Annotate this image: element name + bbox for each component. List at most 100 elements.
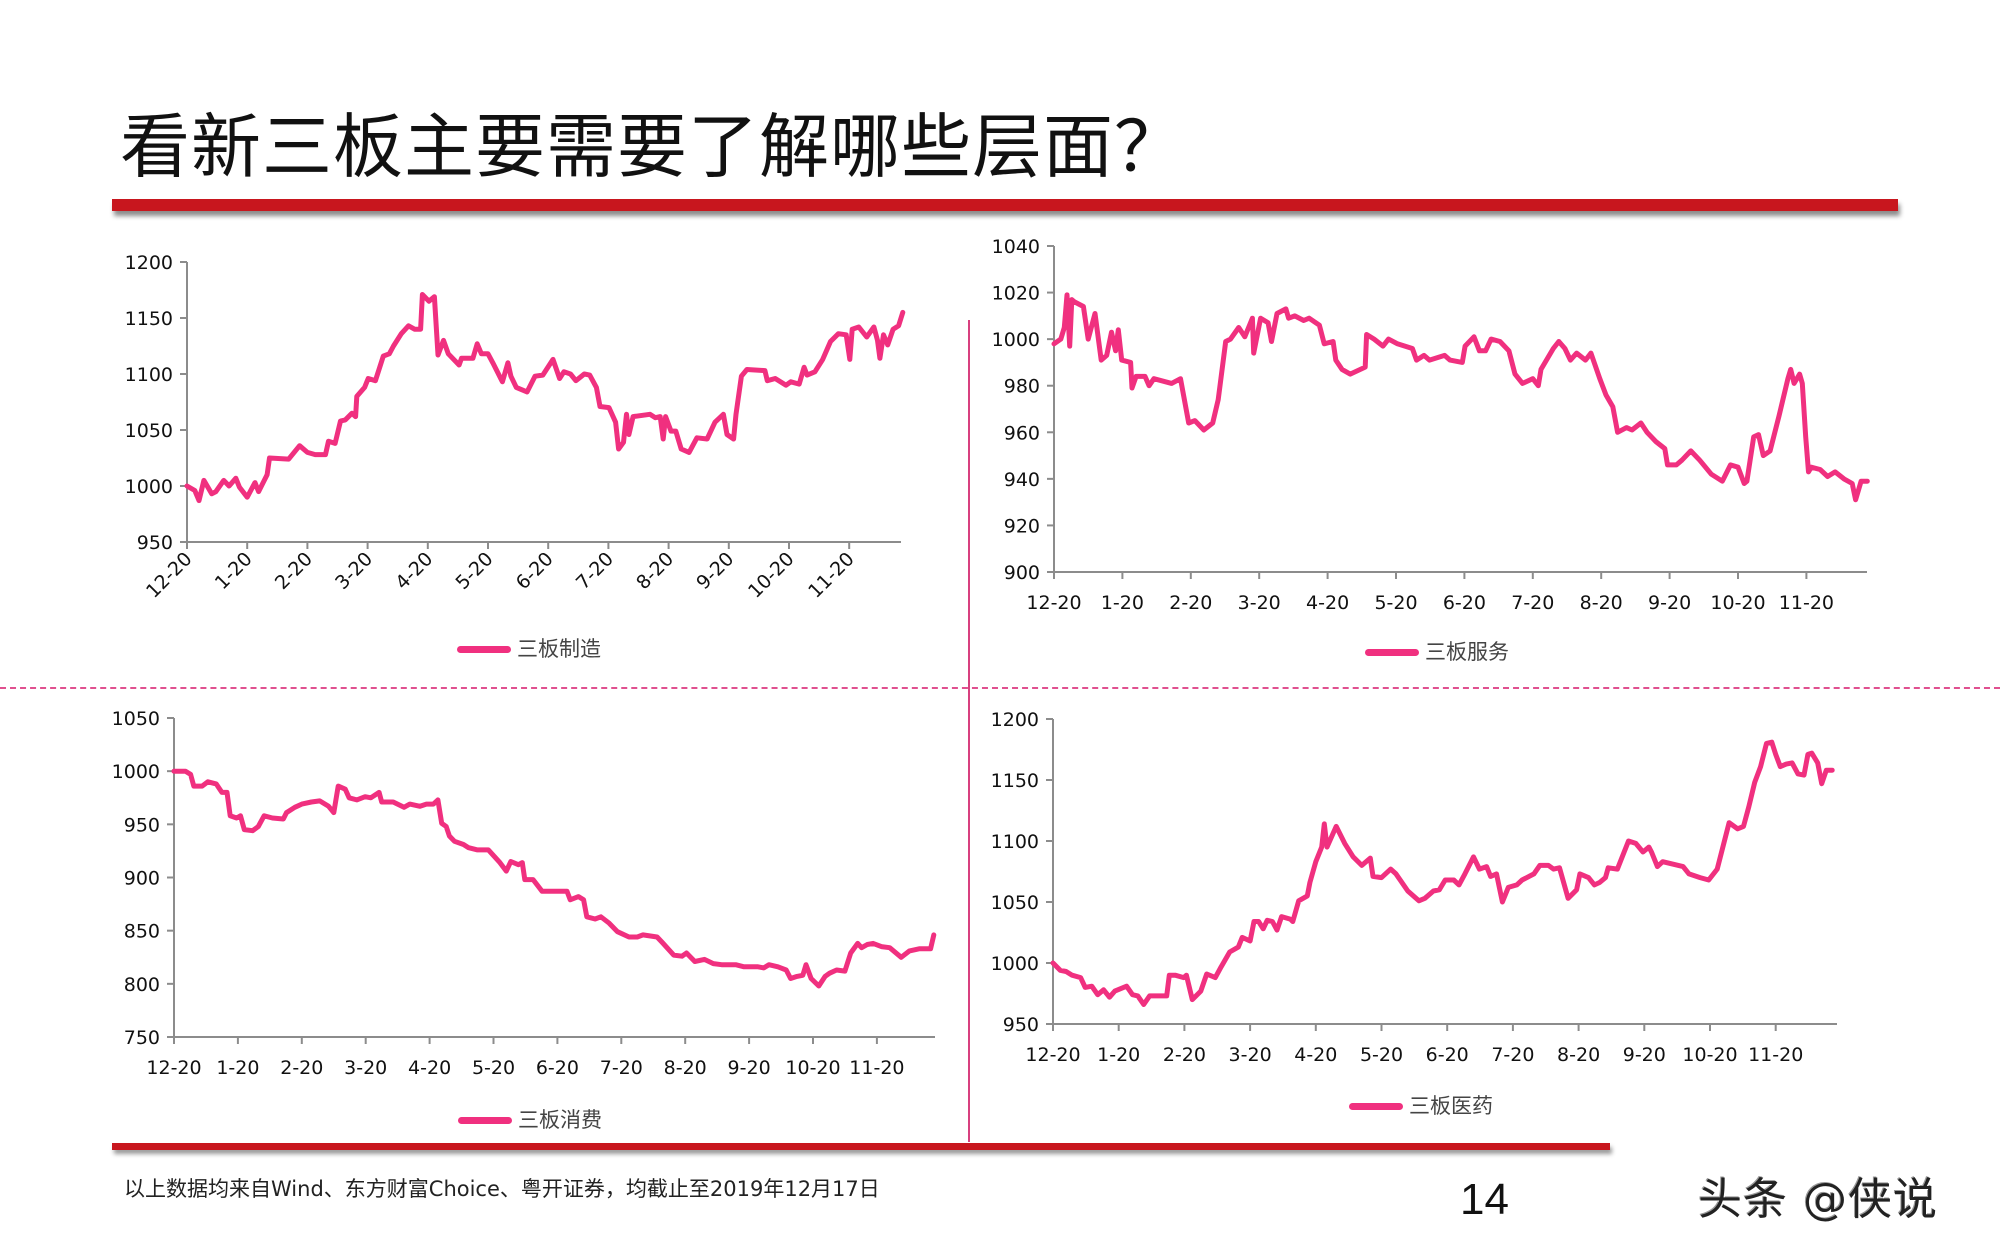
x-tick-label: 12-20 — [1025, 1044, 1080, 1066]
x-tick-label: 5-20 — [1374, 592, 1417, 614]
footer-rule — [112, 1143, 1610, 1150]
y-tick-label: 1150 — [991, 770, 1039, 792]
x-tick-label: 8-20 — [632, 548, 678, 594]
legend-label: 三板医药 — [1409, 1094, 1493, 1118]
line-chart-3: 950 1000 1050 1100 1150 1200 12-20 1-20 2-20 3-20… — [991, 709, 1837, 1066]
x-tick-label: 6-20 — [512, 548, 558, 594]
x-tick-label: 7-20 — [1511, 592, 1554, 614]
x-tick-label: 4-20 — [408, 1057, 451, 1079]
x-tick-label: 8-20 — [1557, 1044, 1600, 1066]
x-tick-label: 10-20 — [1682, 1044, 1737, 1066]
x-tick-label: 8-20 — [1580, 592, 1623, 614]
series-line — [1050, 739, 1835, 1007]
x-tick-label: 6-20 — [1426, 1044, 1469, 1066]
y-tick-label: 1200 — [125, 252, 173, 274]
x-tick-label: 7-20 — [1491, 1044, 1534, 1066]
x-tick-label: 1-20 — [1097, 1044, 1140, 1066]
x-tick-label: 3-20 — [331, 548, 377, 594]
line-chart-0: 950 1000 1050 1100 1150 1200 12-20 1-20 2-20 3-20… — [125, 252, 906, 603]
x-tick-label: 10-20 — [744, 548, 799, 603]
y-tick-label: 950 — [124, 814, 160, 836]
line-chart-1: 900 920 940 960 980 1000 1020 1040 12-20 1-20 2-20… — [992, 236, 1870, 614]
y-tick-label: 850 — [124, 921, 160, 943]
x-tick-label: 11-20 — [804, 548, 859, 603]
x-tick-label: 3-20 — [344, 1057, 387, 1079]
x-tick-label: 9-20 — [728, 1057, 771, 1079]
series-line — [1051, 292, 1870, 503]
vertical-divider — [968, 320, 970, 1142]
x-tick-label: 2-20 — [1169, 592, 1212, 614]
y-tick-label: 1050 — [991, 892, 1039, 914]
y-tick-label: 900 — [1004, 562, 1040, 584]
x-tick-label: 12-20 — [146, 1057, 201, 1079]
x-tick-label: 8-20 — [664, 1057, 707, 1079]
x-tick-label: 11-20 — [1748, 1044, 1803, 1066]
x-tick-label: 2-20 — [280, 1057, 323, 1079]
data-source-note: 以上数据均来自Wind、东方财富Choice、粤开证券，均截止至2019年12月… — [124, 1177, 880, 1201]
y-tick-label: 1020 — [992, 283, 1040, 305]
y-tick-label: 920 — [1004, 515, 1040, 537]
legend-swatch — [457, 646, 511, 653]
x-tick-label: 3-20 — [1238, 592, 1281, 614]
y-tick-label: 800 — [124, 974, 160, 996]
x-tick-label: 10-20 — [1710, 592, 1765, 614]
x-tick-label: 2-20 — [271, 548, 317, 594]
x-tick-label: 5-20 — [451, 548, 497, 594]
watermark: 头条 @侠说 — [1698, 1174, 1938, 1225]
y-tick-label: 1000 — [992, 329, 1040, 351]
x-tick-label: 1-20 — [211, 548, 257, 594]
y-tick-label: 1000 — [991, 953, 1039, 975]
legend-swatch — [1349, 1103, 1403, 1110]
title-underline-rule — [112, 199, 1898, 211]
legend-label: 三板制造 — [517, 637, 601, 661]
y-tick-label: 1050 — [112, 708, 160, 730]
y-tick-label: 960 — [1004, 422, 1040, 444]
y-tick-label: 1000 — [125, 476, 173, 498]
y-tick-label: 1200 — [991, 709, 1039, 731]
x-tick-label: 4-20 — [1294, 1044, 1337, 1066]
horizontal-dashed-divider — [0, 687, 2000, 689]
x-tick-label: 6-20 — [536, 1057, 579, 1079]
x-tick-label: 7-20 — [572, 548, 618, 594]
x-tick-label: 2-20 — [1163, 1044, 1206, 1066]
y-tick-label: 1050 — [125, 420, 173, 442]
y-tick-label: 940 — [1004, 469, 1040, 491]
x-tick-label: 1-20 — [216, 1057, 259, 1079]
x-tick-label: 12-20 — [1026, 592, 1081, 614]
x-tick-label: 4-20 — [1306, 592, 1349, 614]
line-chart-2: 750 800 850 900 950 1000 1050 12-20 1-20 2-20 3-20… — [112, 708, 937, 1079]
y-tick-label: 1000 — [112, 761, 160, 783]
x-tick-label: 3-20 — [1229, 1044, 1272, 1066]
x-tick-label: 6-20 — [1443, 592, 1486, 614]
page-number: 14 — [1460, 1175, 1509, 1224]
x-tick-label: 11-20 — [849, 1057, 904, 1079]
y-tick-label: 1150 — [125, 308, 173, 330]
x-tick-label: 5-20 — [472, 1057, 515, 1079]
x-tick-label: 11-20 — [1779, 592, 1834, 614]
y-tick-label: 980 — [1004, 376, 1040, 398]
x-tick-label: 4-20 — [391, 548, 437, 594]
series-line — [171, 768, 937, 989]
x-tick-label: 9-20 — [692, 548, 738, 594]
y-tick-label: 1100 — [125, 364, 173, 386]
y-tick-label: 950 — [137, 532, 173, 554]
legend-label: 三板服务 — [1425, 640, 1509, 664]
legend-swatch — [1365, 649, 1419, 656]
x-tick-label: 7-20 — [600, 1057, 643, 1079]
y-tick-label: 1100 — [991, 831, 1039, 853]
slide-title: 看新三板主要需要了解哪些层面？ — [120, 106, 1185, 188]
y-tick-label: 750 — [124, 1027, 160, 1049]
legend-swatch — [458, 1117, 512, 1124]
x-tick-label: 9-20 — [1648, 592, 1691, 614]
x-tick-label: 9-20 — [1623, 1044, 1666, 1066]
series-line — [184, 292, 906, 504]
y-tick-label: 900 — [124, 868, 160, 890]
x-tick-label: 10-20 — [785, 1057, 840, 1079]
x-tick-label: 5-20 — [1360, 1044, 1403, 1066]
y-tick-label: 1040 — [992, 236, 1040, 258]
x-tick-label: 12-20 — [142, 548, 197, 603]
legend-label: 三板消费 — [518, 1108, 602, 1132]
x-tick-label: 1-20 — [1101, 592, 1144, 614]
y-tick-label: 950 — [1003, 1014, 1039, 1036]
